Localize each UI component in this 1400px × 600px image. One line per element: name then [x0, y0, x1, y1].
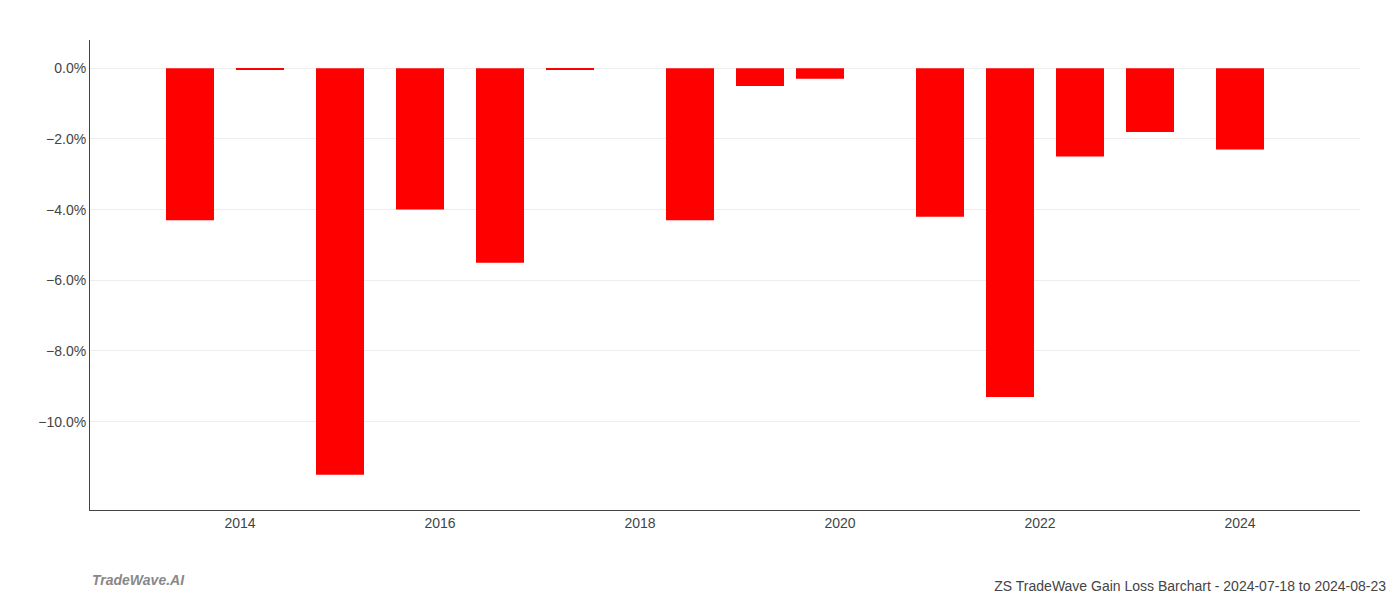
- svg-text:ZS TradeWave Gain Loss Barchar: ZS TradeWave Gain Loss Barchart - 2024-0…: [994, 578, 1386, 594]
- svg-text:2016: 2016: [424, 515, 455, 531]
- svg-text:−6.0%: −6.0%: [46, 272, 86, 288]
- svg-text:2014: 2014: [224, 515, 255, 531]
- svg-text:TradeWave.AI: TradeWave.AI: [92, 572, 185, 588]
- svg-text:2018: 2018: [624, 515, 655, 531]
- svg-text:−4.0%: −4.0%: [46, 202, 86, 218]
- svg-text:2022: 2022: [1024, 515, 1055, 531]
- svg-text:−2.0%: −2.0%: [46, 131, 86, 147]
- svg-text:−10.0%: −10.0%: [38, 414, 86, 430]
- svg-text:−8.0%: −8.0%: [46, 343, 86, 359]
- svg-text:2024: 2024: [1224, 515, 1255, 531]
- svg-text:2020: 2020: [824, 515, 855, 531]
- svg-text:0.0%: 0.0%: [54, 60, 86, 76]
